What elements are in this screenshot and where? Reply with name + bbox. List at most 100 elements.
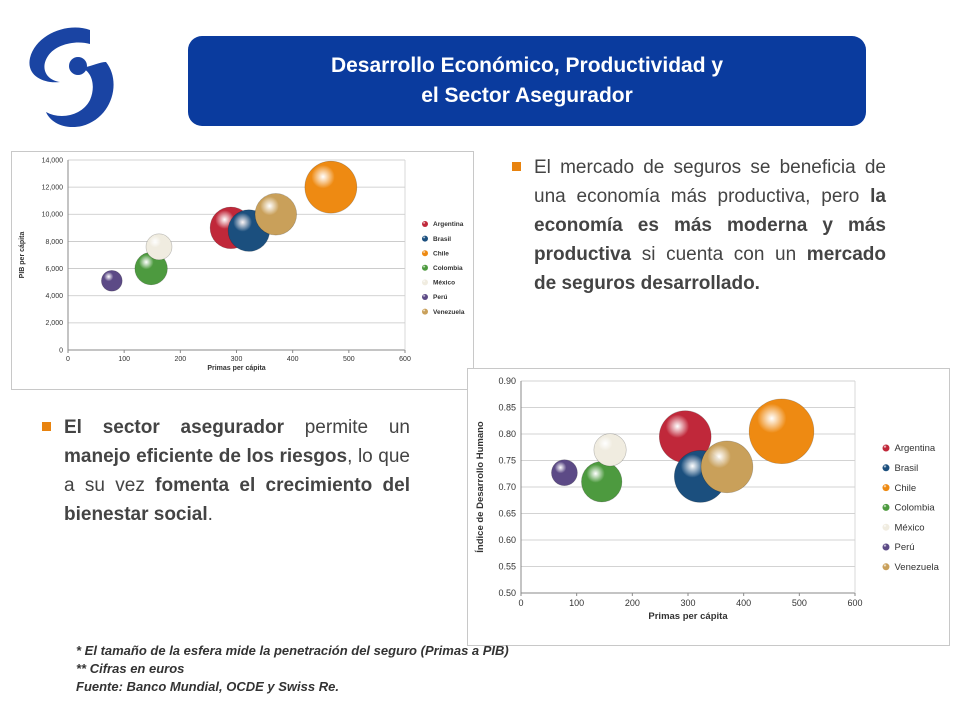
bullet-text-1: El mercado de seguros se beneficia de un… bbox=[512, 153, 886, 298]
y-tick-label: 0.85 bbox=[498, 403, 516, 413]
legend-marker bbox=[422, 235, 428, 242]
legend-marker bbox=[882, 563, 890, 571]
bullet-insurance-market: El mercado de seguros se beneficia de un… bbox=[512, 153, 886, 298]
x-tick-label: 300 bbox=[680, 598, 695, 608]
x-tick-label: 400 bbox=[736, 598, 751, 608]
bullet-segment: permite un bbox=[283, 417, 410, 438]
footnotes: * El tamaño de la esfera mide la penetra… bbox=[76, 642, 509, 696]
insurer-logo-icon bbox=[29, 27, 114, 128]
bubble-colombia bbox=[581, 461, 623, 503]
bullet-segment: fomenta el crecimiento del bienestar soc… bbox=[64, 475, 410, 525]
legend-marker bbox=[882, 523, 890, 531]
bullet-segment: la economía es más moderna y más product… bbox=[534, 186, 886, 265]
slide-title-banner: Desarrollo Económico, Productividad y el… bbox=[188, 36, 866, 126]
y-axis-label: Índice de Desarrollo Humano bbox=[475, 421, 486, 553]
x-tick-label: 200 bbox=[174, 356, 186, 363]
bullet-segment: mercado de seguros desarrollado. bbox=[534, 244, 886, 294]
y-tick-label: 14,000 bbox=[42, 157, 64, 164]
y-tick-label: 6,000 bbox=[45, 266, 63, 273]
x-tick-label: 500 bbox=[792, 598, 807, 608]
footnote-sphere-size: * El tamaño de la esfera mide la penetra… bbox=[76, 643, 509, 658]
y-axis-label: PIB per cápita bbox=[19, 232, 26, 279]
legend-marker bbox=[422, 294, 428, 300]
x-tick-label: 0 bbox=[518, 598, 523, 608]
legend-label: Argentina bbox=[895, 443, 936, 454]
bullet-segment: si cuenta con un bbox=[631, 244, 807, 265]
legend-label: Venezuela bbox=[433, 309, 465, 316]
bullet-text-2: El sector asegurador permite un manejo e… bbox=[42, 413, 410, 529]
legend-marker bbox=[882, 464, 890, 472]
legend-label: Colombia bbox=[895, 503, 936, 514]
y-tick-label: 0.80 bbox=[498, 429, 516, 439]
x-tick-label: 100 bbox=[118, 356, 130, 363]
x-tick-label: 200 bbox=[625, 598, 640, 608]
legend-label: Perú bbox=[895, 542, 915, 553]
y-tick-label: 0.65 bbox=[498, 509, 516, 519]
x-tick-label: 600 bbox=[399, 356, 411, 363]
footnote-source: Fuente: Banco Mundial, OCDE y Swiss Re. bbox=[76, 679, 339, 694]
legend-label: Brasil bbox=[895, 463, 919, 474]
y-tick-label: 0.55 bbox=[498, 562, 516, 572]
x-tick-label: 400 bbox=[287, 356, 299, 363]
bubble-venezuela bbox=[700, 440, 754, 494]
bubble-perú bbox=[101, 270, 123, 292]
legend-marker bbox=[882, 503, 890, 511]
bullet-insurance-sector: El sector asegurador permite un manejo e… bbox=[42, 413, 410, 529]
bubble-méxico bbox=[593, 433, 627, 467]
bubble-chile bbox=[748, 398, 815, 465]
gdp-bubble-chart: 0 2,000 4,000 6,000 8,000 10,000 12,000 14,000 0… bbox=[11, 151, 474, 390]
legend-label: Colombia bbox=[433, 265, 463, 272]
y-tick-label: 10,000 bbox=[42, 212, 64, 219]
y-tick-label: 0.75 bbox=[498, 456, 516, 466]
legend-label: Venezuela bbox=[895, 562, 940, 573]
bullet-square-icon bbox=[42, 422, 51, 431]
y-tick-label: 8,000 bbox=[45, 239, 63, 246]
title-line-2: el Sector Asegurador bbox=[421, 84, 633, 107]
title-line-1: Desarrollo Económico, Productividad y bbox=[330, 54, 724, 77]
y-tick-label: 4,000 bbox=[45, 293, 63, 300]
legend-label: Chile bbox=[895, 483, 917, 494]
legend-marker bbox=[882, 444, 890, 452]
y-tick-label: 12,000 bbox=[42, 184, 64, 191]
hdi-bubble-chart-svg: 0.50 0.55 0.60 0.65 0.70 0.75 0.80 0.85 0.90 0 100… bbox=[475, 376, 940, 622]
legend-marker bbox=[422, 250, 428, 257]
y-tick-label: 0.90 bbox=[498, 376, 516, 386]
y-tick-label: 0.60 bbox=[498, 535, 516, 545]
legend-marker bbox=[882, 543, 890, 551]
bullet-square-icon bbox=[512, 162, 521, 171]
bullet-segment: manejo eficiente de los riesgos bbox=[64, 446, 348, 467]
legend-marker bbox=[422, 221, 428, 227]
legend-marker bbox=[422, 308, 428, 315]
x-tick-label: 0 bbox=[66, 356, 70, 363]
bubble-chile bbox=[304, 160, 358, 214]
x-axis-label: Primas per cápita bbox=[648, 611, 728, 622]
x-tick-label: 100 bbox=[569, 598, 584, 608]
bullet-segment: El mercado de seguros se beneficia de un… bbox=[534, 157, 886, 207]
hdi-bubble-chart: 0.50 0.55 0.60 0.65 0.70 0.75 0.80 0.85 0.90 0 100… bbox=[467, 368, 950, 646]
bubble-venezuela bbox=[254, 193, 297, 236]
x-tick-label: 600 bbox=[847, 598, 862, 608]
bullet-segment: , lo que a su vez bbox=[64, 446, 410, 496]
y-tick-label: 0.50 bbox=[498, 588, 516, 598]
legend-label: Argentina bbox=[433, 221, 464, 228]
bubble-perú bbox=[551, 459, 578, 486]
x-tick-label: 500 bbox=[343, 356, 355, 363]
legend-label: Brasil bbox=[433, 236, 451, 243]
gdp-bubble-chart-svg: 0 2,000 4,000 6,000 8,000 10,000 12,000 14,000 0… bbox=[19, 157, 465, 372]
legend-label: México bbox=[895, 522, 925, 533]
legend-marker bbox=[422, 279, 428, 286]
y-tick-label: 2,000 bbox=[45, 320, 63, 327]
bullet-segment: El sector asegurador bbox=[64, 417, 284, 438]
legend-label: Chile bbox=[433, 250, 449, 257]
x-axis-label: Primas per cápita bbox=[207, 365, 265, 372]
legend-label: Perú bbox=[433, 294, 447, 301]
legend-label: México bbox=[433, 280, 455, 287]
y-tick-label: 0 bbox=[59, 347, 63, 354]
legend-marker bbox=[882, 484, 890, 492]
footnote-currency: ** Cifras en euros bbox=[76, 661, 185, 676]
legend-marker bbox=[422, 264, 428, 271]
y-tick-label: 0.70 bbox=[498, 482, 516, 492]
bubble-méxico bbox=[145, 233, 173, 261]
x-tick-label: 300 bbox=[231, 356, 243, 363]
bullet-segment: . bbox=[207, 504, 213, 525]
